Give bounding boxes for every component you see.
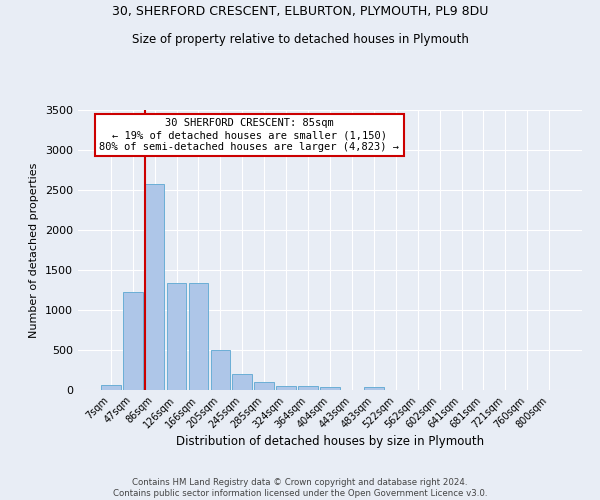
Y-axis label: Number of detached properties: Number of detached properties: [29, 162, 40, 338]
Text: 30, SHERFORD CRESCENT, ELBURTON, PLYMOUTH, PL9 8DU: 30, SHERFORD CRESCENT, ELBURTON, PLYMOUT…: [112, 5, 488, 18]
Bar: [320, 387, 340, 390]
Bar: [167, 283, 187, 390]
Bar: [254, 382, 274, 390]
Bar: [188, 283, 208, 390]
Bar: [232, 374, 252, 390]
Bar: [145, 184, 164, 390]
Bar: [123, 292, 143, 390]
Text: Distribution of detached houses by size in Plymouth: Distribution of detached houses by size …: [176, 435, 484, 448]
Bar: [101, 385, 121, 390]
Text: Size of property relative to detached houses in Plymouth: Size of property relative to detached ho…: [131, 32, 469, 46]
Text: Contains HM Land Registry data © Crown copyright and database right 2024.
Contai: Contains HM Land Registry data © Crown c…: [113, 478, 487, 498]
Bar: [298, 386, 318, 390]
Bar: [276, 386, 296, 390]
Bar: [211, 350, 230, 390]
Bar: [364, 387, 384, 390]
Text: 30 SHERFORD CRESCENT: 85sqm
← 19% of detached houses are smaller (1,150)
80% of : 30 SHERFORD CRESCENT: 85sqm ← 19% of det…: [100, 118, 400, 152]
